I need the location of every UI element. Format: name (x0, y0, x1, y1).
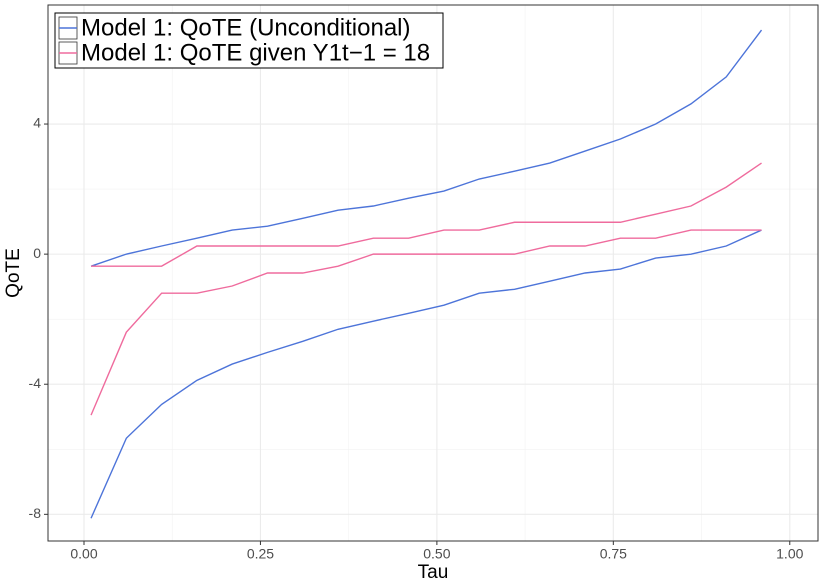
line-lower (90, 229, 762, 519)
line-upper (91, 162, 762, 267)
line-upper (90, 29, 763, 267)
y-tick-label: -8 (29, 505, 42, 521)
x-tick-label: 0.00 (70, 546, 97, 562)
legend-box (54, 12, 444, 69)
x-axis-label: Tau (418, 562, 449, 583)
x-tick-label: 0.75 (600, 546, 627, 562)
x-tick-label: 1.00 (776, 546, 803, 562)
x-tick-label: 0.25 (247, 546, 274, 562)
x-tick-label: 0.50 (423, 546, 450, 562)
y-tick-label: 0 (33, 245, 41, 261)
y-tick-label: 4 (33, 115, 41, 131)
legend-label: Model 1: QoTE given Y1t−1 = 18 (81, 39, 430, 66)
legend-label: Model 1: QoTE (Unconditional) (81, 14, 410, 41)
y-axis-label: QoTE (3, 248, 24, 298)
line-lower (90, 229, 762, 416)
y-tick-label: -4 (29, 375, 42, 391)
panel-border (47, 4, 819, 542)
